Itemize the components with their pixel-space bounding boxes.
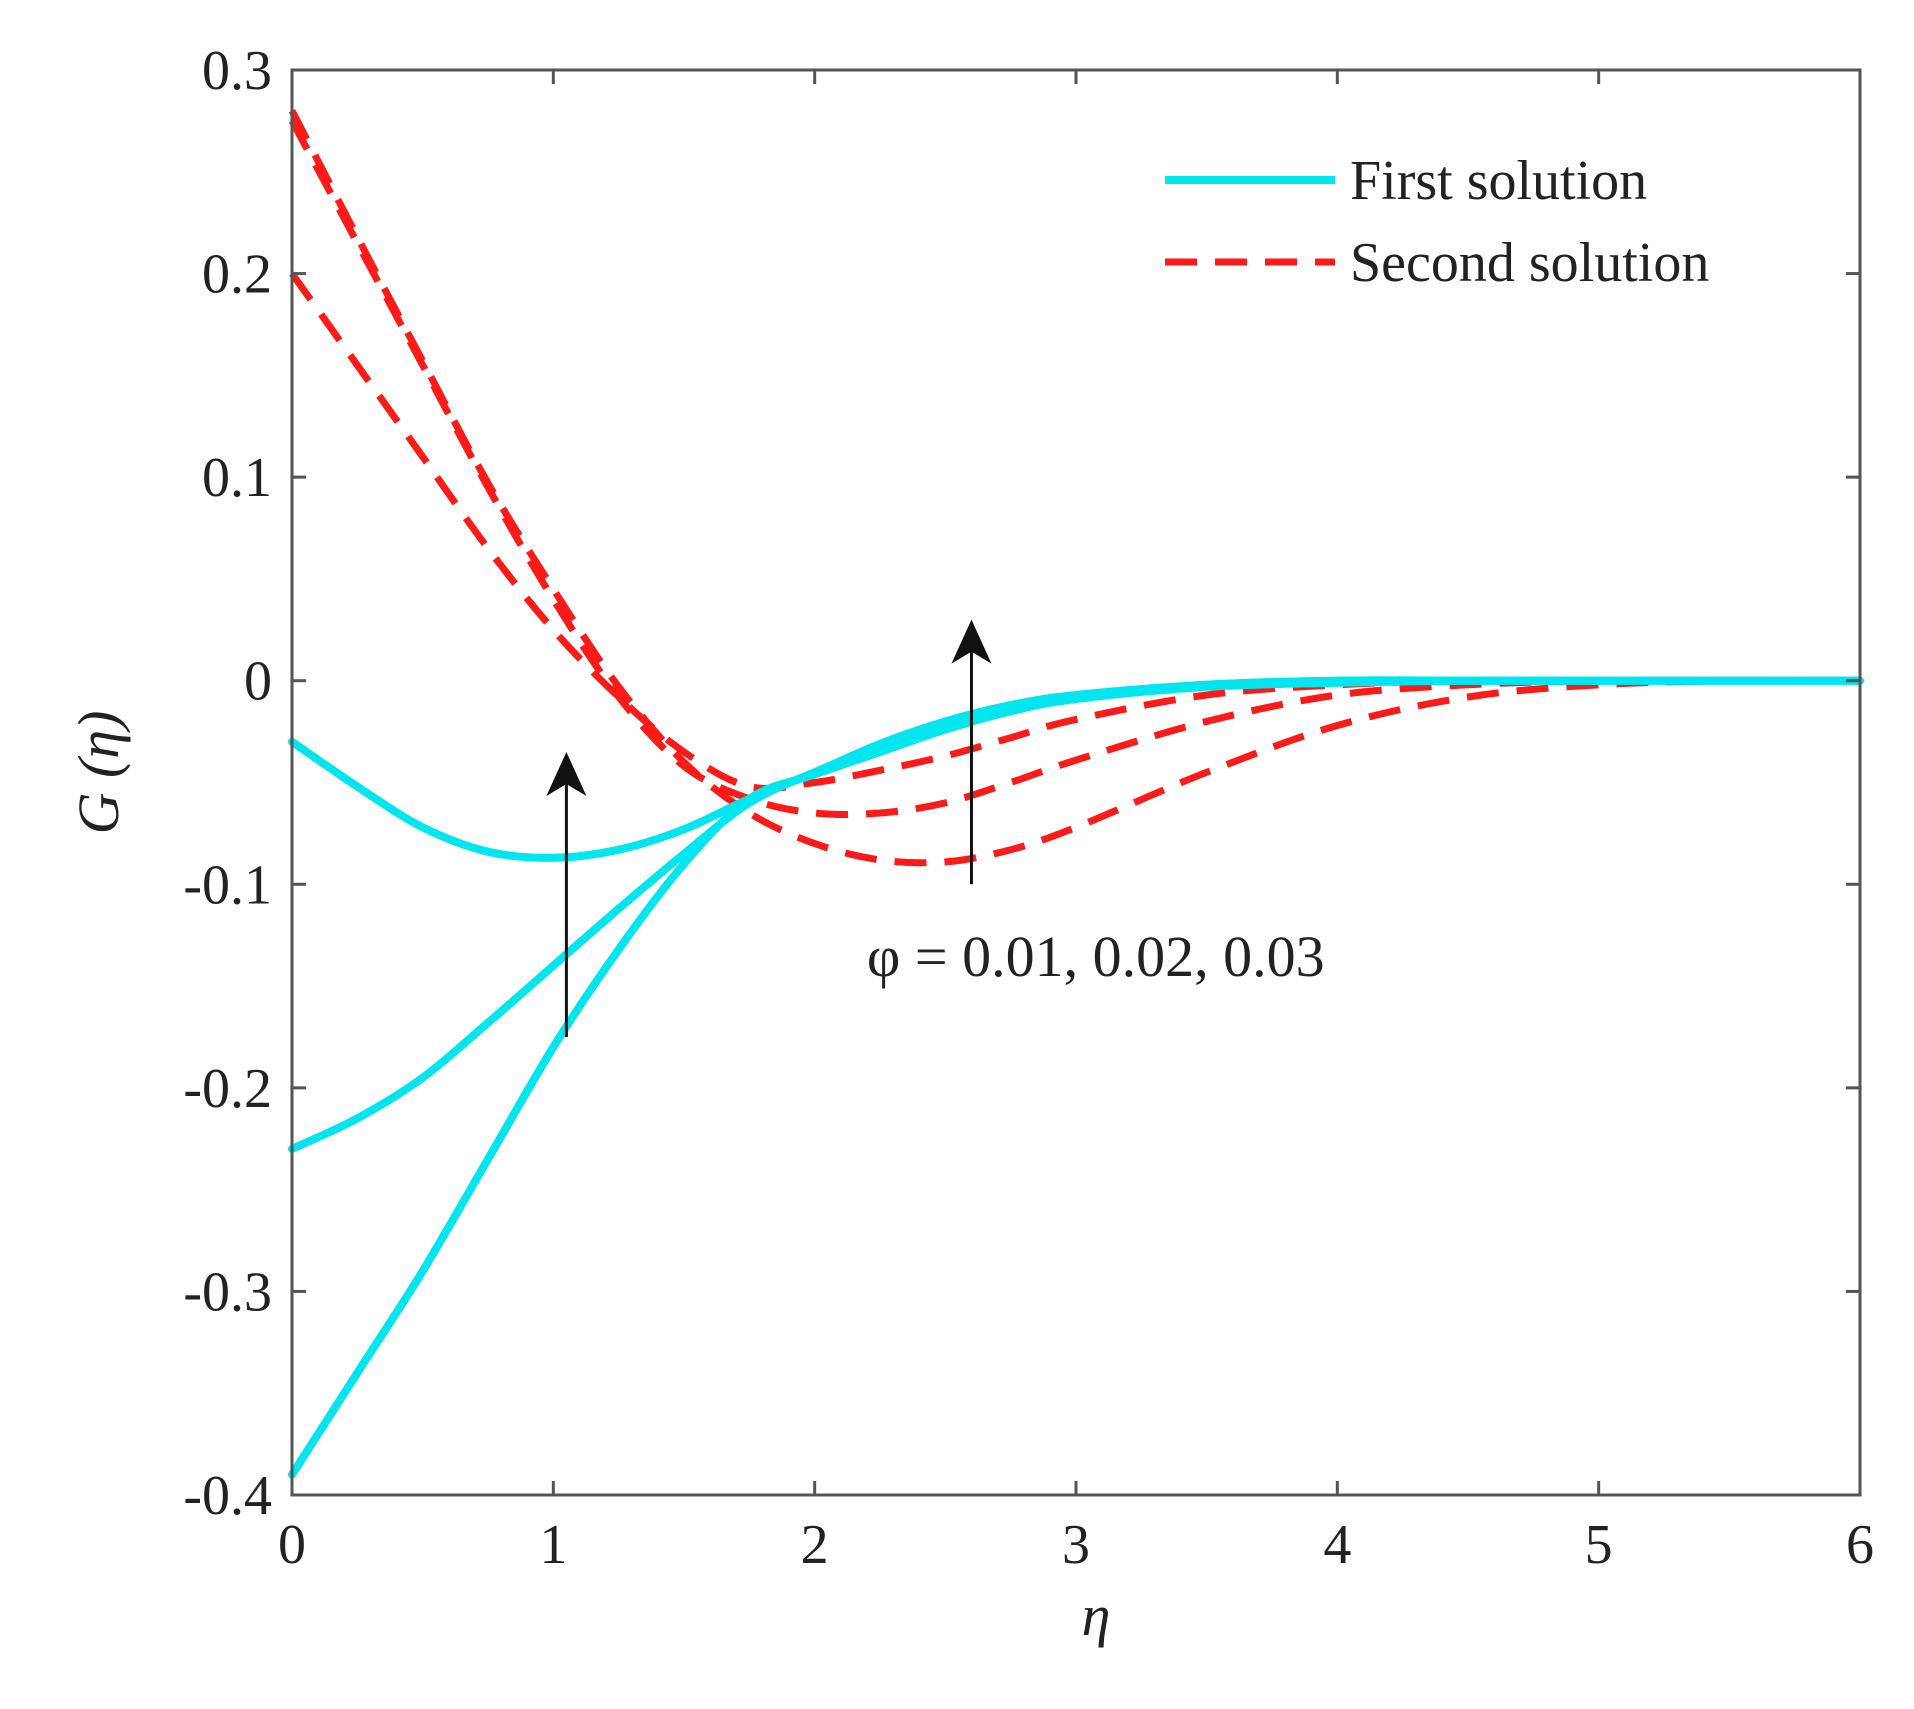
x-tick-label: 0 — [278, 1514, 306, 1576]
x-tick-label: 6 — [1846, 1514, 1874, 1576]
y-tick-label: -0.1 — [183, 854, 272, 916]
y-tick-label: 0.2 — [202, 244, 272, 306]
tick-layer: 0 1 2 3 4 5 6 0.3 0.2 0.1 0 -0.1 -0.2 -0.3 -0.4 — [183, 40, 1874, 1576]
series-layer — [288, 109, 1864, 1479]
annotation-arrow-head — [546, 751, 587, 796]
y-axis-label: G (η) — [66, 711, 131, 835]
series-line-3 — [288, 676, 1864, 1479]
annotation-arrow-head — [951, 619, 992, 664]
legend-label-second-solution: Second solution — [1350, 232, 1709, 294]
x-tick-label: 4 — [1323, 1514, 1351, 1576]
x-tick-label: 2 — [801, 1514, 829, 1576]
series-line-6 — [288, 109, 1861, 867]
x-axis-label: η — [1082, 1583, 1111, 1648]
x-tick-label: 3 — [1062, 1514, 1090, 1576]
annotation-text: φ = 0.01, 0.02, 0.03 — [867, 924, 1325, 989]
legend-label-first-solution: First solution — [1350, 150, 1647, 212]
y-tick-label: -0.4 — [183, 1465, 272, 1527]
x-tick-label: 5 — [1585, 1514, 1613, 1576]
y-tick-label: 0.3 — [202, 40, 272, 102]
annotation-layer: φ = 0.01, 0.02, 0.03 — [546, 619, 1325, 1037]
y-tick-label: -0.2 — [183, 1058, 272, 1120]
y-tick-label: 0.1 — [202, 447, 272, 509]
x-tick-label: 1 — [539, 1514, 567, 1576]
legend: First solution Second solution — [1165, 150, 1709, 294]
series-line-5 — [288, 119, 1860, 819]
y-tick-label: -0.3 — [183, 1261, 272, 1323]
y-tick-label: 0 — [244, 651, 272, 713]
